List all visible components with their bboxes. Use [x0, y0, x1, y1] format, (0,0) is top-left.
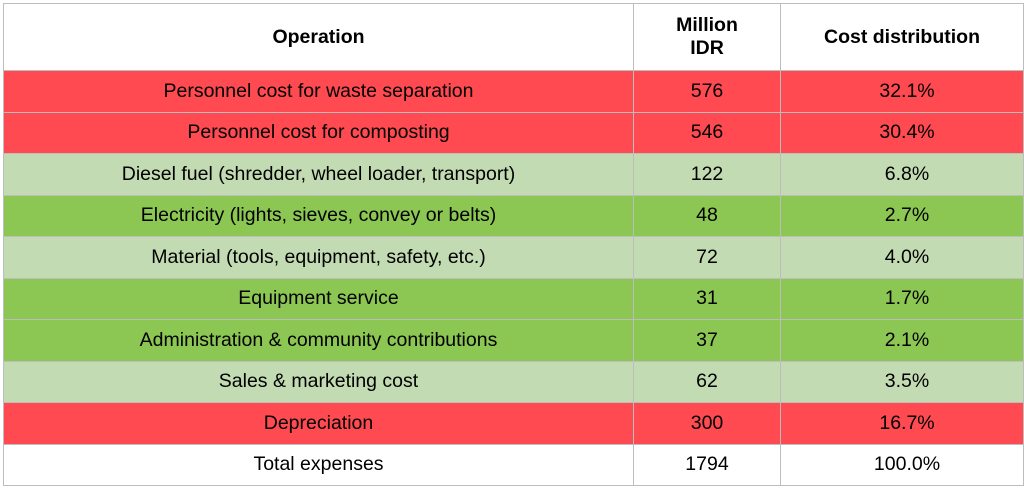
cost-distribution-cell: 1.7%	[780, 277, 1024, 320]
cost-distribution-cell: 32.1%	[780, 70, 1024, 113]
million-idr-header-line2: IDR	[690, 37, 724, 59]
cost-distribution-cell: 2.1%	[780, 319, 1024, 362]
table-row: Personnel cost for composting 546 30.4%	[3, 111, 1024, 154]
million-idr-cell: 546	[633, 111, 781, 154]
operation-cell: Electricity (lights, sieves, convey or b…	[3, 194, 634, 237]
operation-cell: Personnel cost for waste separation	[3, 70, 634, 113]
table-row: Electricity (lights, sieves, convey or b…	[3, 194, 1024, 237]
million-idr-cell: 37	[633, 319, 781, 362]
million-idr-header-line1: Million	[676, 14, 738, 36]
million-idr-cell: 72	[633, 236, 781, 279]
cost-distribution-cell: 4.0%	[780, 236, 1024, 279]
operation-cell: Equipment service	[3, 277, 634, 320]
cost-distribution-header: Cost distribution	[780, 3, 1024, 71]
operation-header: Operation	[3, 3, 634, 71]
million-idr-cell: 48	[633, 194, 781, 237]
operation-cell: Sales & marketing cost	[3, 360, 634, 403]
million-idr-cell: 62	[633, 360, 781, 403]
table-row: Administration & community contributions…	[3, 319, 1024, 362]
cost-distribution-cell: 2.7%	[780, 194, 1024, 237]
million-idr-header: Million IDR	[633, 3, 781, 71]
million-idr-cell: 122	[633, 153, 781, 196]
total-operation-cell: Total expenses	[3, 443, 634, 486]
operation-cell: Personnel cost for composting	[3, 111, 634, 154]
operation-cell: Depreciation	[3, 402, 634, 445]
operation-cell: Material (tools, equipment, safety, etc.…	[3, 236, 634, 279]
million-idr-cell: 576	[633, 70, 781, 113]
table-row: Depreciation 300 16.7%	[3, 402, 1024, 445]
header-row: Operation Million IDR Cost distribution	[3, 3, 1024, 71]
table-row: Sales & marketing cost 62 3.5%	[3, 360, 1024, 403]
total-cost-distribution-cell: 100.0%	[780, 443, 1024, 486]
total-million-idr-cell: 1794	[633, 443, 781, 486]
cost-distribution-cell: 30.4%	[780, 111, 1024, 154]
million-idr-cell: 300	[633, 402, 781, 445]
table-row: Material (tools, equipment, safety, etc.…	[3, 236, 1024, 279]
cost-distribution-cell: 3.5%	[780, 360, 1024, 403]
million-idr-cell: 31	[633, 277, 781, 320]
cost-table: Operation Million IDR Cost distribution P…	[3, 3, 1024, 486]
operation-cell: Administration & community contributions	[3, 319, 634, 362]
table-row: Personnel cost for waste separation 576 …	[3, 70, 1024, 113]
table-row: Diesel fuel (shredder, wheel loader, tra…	[3, 153, 1024, 196]
operation-cell: Diesel fuel (shredder, wheel loader, tra…	[3, 153, 634, 196]
cost-distribution-cell: 16.7%	[780, 402, 1024, 445]
cost-distribution-cell: 6.8%	[780, 153, 1024, 196]
table-row: Equipment service 31 1.7%	[3, 277, 1024, 320]
total-row: Total expenses 1794 100.0%	[3, 443, 1024, 486]
